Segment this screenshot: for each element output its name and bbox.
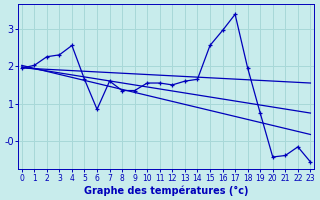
X-axis label: Graphe des températures (°c): Graphe des températures (°c) — [84, 185, 248, 196]
